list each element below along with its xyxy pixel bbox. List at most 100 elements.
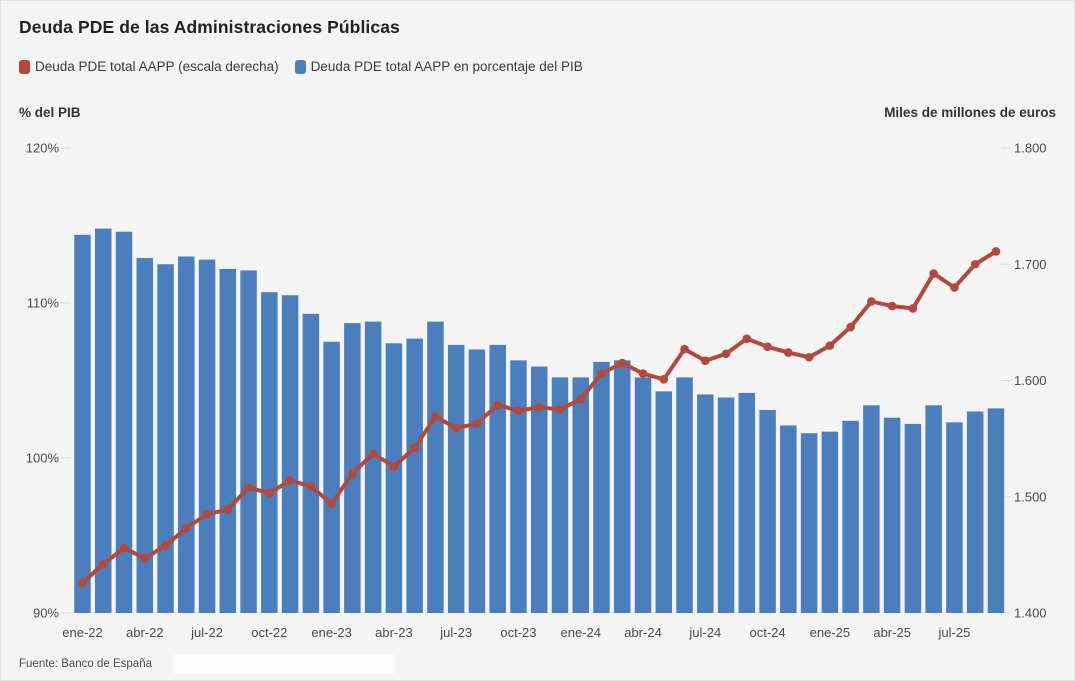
debt-pct-bar-ene-23 [323, 341, 340, 613]
x-axis-tick-label: ene-22 [62, 625, 102, 640]
x-axis-tick-label: abr-25 [873, 625, 911, 640]
total-debt-point-may-23 [410, 443, 419, 453]
total-debt-point-feb-22 [98, 559, 108, 569]
right-axis-tick-label: 1.700 [1014, 257, 1047, 272]
debt-pct-bar-abr-23 [385, 343, 403, 613]
total-debt-point-ago-22 [223, 505, 233, 514]
debt-pct-bar-sep-24 [738, 392, 756, 613]
x-axis-tick-label: abr-23 [375, 625, 413, 640]
total-debt-point-may-22 [161, 541, 170, 550]
debt-pct-bar-abr-25 [883, 417, 901, 613]
x-axis-tick-label: oct-24 [750, 625, 786, 640]
left-axis-tick-label: 90% [33, 606, 59, 621]
debt-pct-bar-dic-23 [551, 377, 569, 613]
total-debt-point-nov-24 [784, 348, 793, 357]
left-axis-tick-label: 120% [26, 141, 60, 156]
debt-pct-bar-jun-22 [178, 256, 195, 613]
total-debt-point-mar-22 [119, 543, 129, 553]
left-axis-title: % del PIB [19, 105, 81, 120]
total-debt-point-ago-24 [721, 349, 731, 359]
x-axis-tick-label: oct-23 [500, 625, 536, 640]
x-axis-tick-label: ene-24 [560, 625, 600, 640]
total-debt-point-feb-24 [597, 369, 606, 378]
total-debt-point-jul-23 [451, 423, 461, 433]
source-note: Fuente: Banco de España [19, 658, 152, 670]
debt-pct-bar-jun-24 [676, 377, 693, 613]
legend-swatch-red [19, 59, 30, 74]
total-debt-point-ene-22 [78, 578, 87, 588]
total-debt-point-jun-24 [680, 344, 689, 354]
total-debt-point-feb-25 [846, 322, 855, 332]
debt-pct-bar-ago-24 [717, 397, 735, 613]
debt-pct-bar-nov-22 [281, 295, 299, 613]
debt-pct-bar-may-23 [406, 338, 423, 613]
total-debt-point-abr-22 [140, 554, 150, 563]
total-debt-point-oct-23 [514, 406, 523, 416]
total-debt-point-mar-25 [867, 297, 876, 306]
debt-pct-bar-feb-23 [344, 323, 361, 613]
total-debt-point-oct-24 [763, 342, 772, 352]
chart-legend: Deuda PDE total AAPP (escala derecha) De… [19, 59, 583, 74]
debt-pct-bar-ago-25 [966, 411, 984, 613]
total-debt-point-abr-25 [887, 301, 897, 311]
total-debt-point-may-25 [908, 304, 918, 313]
debt-pct-bar-mar-25 [863, 405, 880, 613]
x-axis-tick-label: abr-24 [624, 625, 662, 640]
debt-pct-bar-ago-22 [219, 268, 237, 613]
total-debt-point-jun-25 [929, 269, 938, 278]
debt-pct-bar-ene-22 [74, 234, 91, 614]
total-debt-point-abr-24 [638, 369, 648, 378]
x-axis-tick-label: jul-25 [938, 625, 971, 640]
right-axis-title: Miles de millones de euros [884, 105, 1056, 120]
total-debt-point-jul-25 [950, 283, 959, 292]
watermark-plate [173, 654, 395, 674]
legend-item-total-debt[interactable]: Deuda PDE total AAPP (escala derecha) [19, 59, 279, 74]
debt-pct-bar-mar-24 [614, 360, 631, 613]
total-debt-point-jul-24 [701, 356, 710, 366]
debt-pct-bar-oct-24 [759, 409, 776, 613]
debt-pct-bar-sep-22 [240, 270, 257, 613]
debt-pct-bar-abr-22 [136, 258, 154, 613]
left-axis-tick-label: 100% [26, 451, 60, 466]
debt-pct-bar-oct-23 [510, 360, 527, 613]
debt-pct-bar-nov-23 [530, 366, 548, 613]
x-axis-tick-label: ene-23 [311, 625, 351, 640]
debt-pct-bar-may-24 [655, 391, 673, 613]
total-debt-point-dic-24 [804, 352, 814, 362]
x-axis-tick-label: jul-22 [190, 625, 223, 640]
legend-item-debt-pct-gdp[interactable]: Deuda PDE total AAPP en porcentaje del P… [294, 59, 583, 74]
debt-pct-bar-oct-22 [261, 292, 278, 613]
total-debt-point-ago-25 [970, 259, 980, 269]
total-debt-point-ene-24 [576, 394, 586, 404]
total-debt-point-dic-22 [306, 481, 316, 491]
debt-pct-bar-sep-23 [489, 344, 506, 613]
legend-label-total-debt: Deuda PDE total AAPP (escala derecha) [35, 59, 279, 74]
total-debt-point-abr-23 [389, 462, 399, 471]
left-axis-tick-label: 110% [27, 296, 60, 311]
total-debt-point-ene-23 [327, 499, 336, 509]
right-axis-tick-label: 1.600 [1014, 373, 1047, 388]
total-debt-point-dic-23 [555, 405, 565, 414]
total-debt-point-sep-24 [742, 334, 752, 343]
debt-pct-bar-ene-25 [821, 431, 839, 613]
x-axis-tick-label: ene-25 [810, 625, 850, 640]
debt-pct-bar-nov-24 [780, 425, 797, 613]
total-debt-point-mar-24 [617, 358, 627, 368]
total-debt-point-sep-22 [244, 483, 253, 492]
debt-pct-bar-dic-22 [302, 313, 320, 613]
debt-pct-bar-jun-25 [925, 405, 942, 613]
total-debt-point-sep-25 [991, 247, 1001, 256]
right-axis-tick-label: 1.800 [1014, 141, 1047, 156]
x-axis-tick-label: oct-22 [251, 625, 287, 640]
debt-pct-bar-jul-22 [198, 259, 216, 613]
x-axis-tick-label: jul-23 [439, 625, 472, 640]
total-debt-point-nov-23 [534, 402, 544, 412]
chart-title: Deuda PDE de las Administraciones Públic… [19, 17, 400, 37]
total-debt-point-jun-22 [182, 523, 191, 533]
debt-pct-bar-may-22 [157, 264, 174, 613]
total-debt-point-nov-22 [285, 476, 295, 485]
legend-label-debt-pct-gdp: Deuda PDE total AAPP en porcentaje del P… [310, 59, 583, 74]
debt-pct-bar-feb-24 [593, 361, 610, 613]
